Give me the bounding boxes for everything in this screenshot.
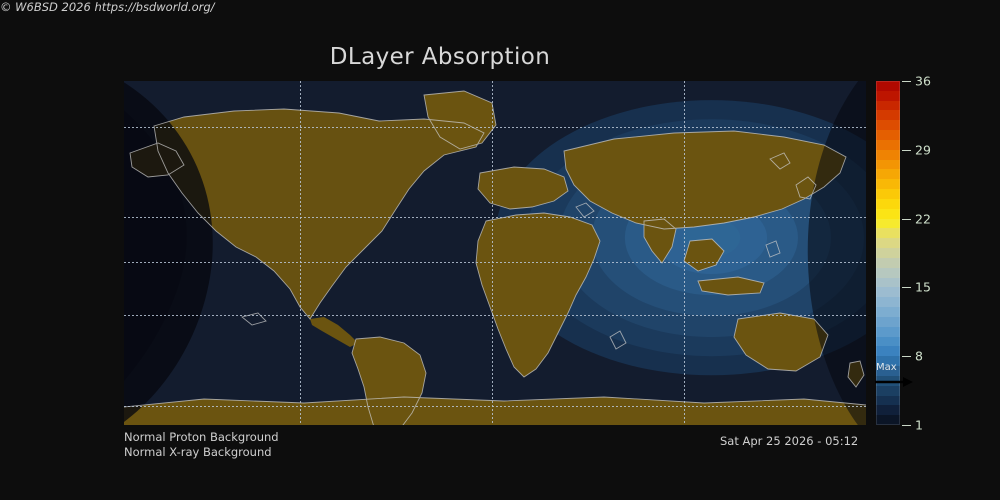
colorbar-band-16 <box>876 257 900 268</box>
colorbar-band-2 <box>876 395 900 406</box>
colorbar-tick-label-8: 8 <box>915 348 923 364</box>
graticule-lat-m30 <box>124 315 866 316</box>
proton-status: Normal Proton Background <box>124 430 279 444</box>
colorbar-tick-36 <box>902 81 911 82</box>
max-arrow-icon <box>875 377 913 387</box>
colorbar-band-0 <box>876 415 900 425</box>
colorbar-tick-label-36: 36 <box>915 73 931 89</box>
colorbar-band-8 <box>876 336 900 347</box>
graticule-lat-60 <box>124 127 866 128</box>
colorbar[interactable] <box>876 81 900 425</box>
colorbar-band-21 <box>876 208 900 219</box>
colorbar-tick-22 <box>902 218 911 220</box>
world-map[interactable] <box>124 81 866 425</box>
colorbar-band-7 <box>876 346 900 357</box>
colorbar-band-18 <box>876 238 900 249</box>
colorbar-tick-label-22: 22 <box>915 211 931 227</box>
page-title: DLayer Absorption <box>329 44 551 70</box>
credit-text: © W6BSD 2026 https://bsdworld.org/ <box>0 0 215 14</box>
colorbar-band-25 <box>876 169 900 180</box>
colorbar-band-32 <box>876 100 900 111</box>
colorbar-band-11 <box>876 307 900 317</box>
colorbar-band-17 <box>876 248 900 258</box>
colorbar-band-20 <box>876 218 900 229</box>
colorbar-band-9 <box>876 326 900 337</box>
max-marker-label: Max <box>876 362 897 373</box>
colorbar-band-24 <box>876 179 900 190</box>
colorbar-band-3 <box>876 385 900 396</box>
graticule-lat-0 <box>124 262 866 263</box>
graticule-lon-0 <box>684 81 685 425</box>
land-layer <box>124 81 866 425</box>
colorbar-band-30 <box>876 120 900 131</box>
colorbar-tick-label-29: 29 <box>915 142 931 158</box>
graticule-lon-m60 <box>492 81 493 425</box>
colorbar-band-28 <box>876 139 900 150</box>
colorbar-band-1 <box>876 405 900 416</box>
xray-status: Normal X-ray Background <box>124 445 272 459</box>
map-canvas <box>124 81 866 425</box>
colorbar-band-22 <box>876 198 900 209</box>
night-shade-west <box>124 82 213 422</box>
colorbar-band-33 <box>876 90 900 101</box>
colorbar-band-13 <box>876 287 900 298</box>
colorbar-axis-label: Affected Frequency (MHz) <box>930 81 1000 425</box>
night-shade-east <box>807 81 866 425</box>
colorbar-band-10 <box>876 316 900 327</box>
coastline-layer <box>124 90 866 425</box>
colorbar-band-27 <box>876 149 900 160</box>
colorbar-band-19 <box>876 228 900 239</box>
colorbar-tick-1 <box>902 425 911 426</box>
colorbar-tick-29 <box>902 149 911 151</box>
colorbar-band-15 <box>876 267 900 278</box>
colorbar-tick-label-15: 15 <box>915 279 931 295</box>
colorbar-band-12 <box>876 297 900 308</box>
colorbar-band-23 <box>876 189 900 199</box>
max-marker: Max <box>874 362 914 388</box>
timestamp: Sat Apr 25 2026 - 05:12 <box>720 434 859 448</box>
colorbar-tick-label-1: 1 <box>915 417 923 433</box>
colorbar-band-34 <box>876 81 900 91</box>
colorbar-band-29 <box>876 130 900 140</box>
colorbar-tick-15 <box>902 287 911 289</box>
colorbar-band-6 <box>876 356 900 367</box>
colorbar-tick-8 <box>902 356 911 358</box>
colorbar-band-5 <box>876 366 900 376</box>
colorbar-band-14 <box>876 277 900 288</box>
colorbar-band-26 <box>876 159 900 170</box>
colorbar-band-4 <box>876 375 900 386</box>
graticule-lon-m120 <box>300 81 301 425</box>
graticule-lat-m60 <box>124 406 866 407</box>
colorbar-band-31 <box>876 110 900 121</box>
graticule-lat-30 <box>124 217 866 218</box>
